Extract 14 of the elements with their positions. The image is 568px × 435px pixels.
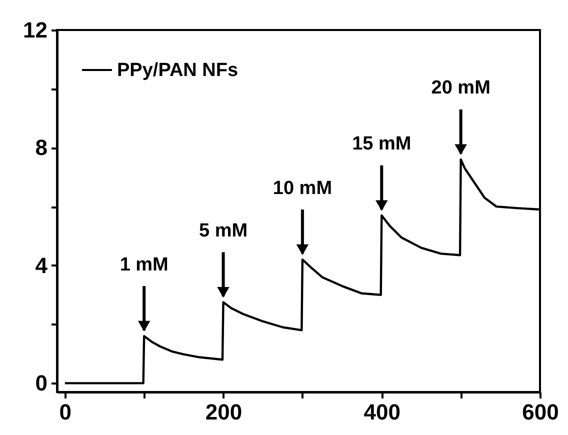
y-tick-label: 12 <box>23 18 48 42</box>
y-tick-label: 8 <box>35 135 48 160</box>
annotation: 15 mM <box>352 134 412 155</box>
annotation: 1 mM <box>120 254 168 276</box>
annotation: 20 mM <box>431 78 490 99</box>
x-tick-label: 0 <box>59 400 72 424</box>
x-tick-label: 400 <box>364 400 400 424</box>
y-tick-label: 0 <box>35 370 48 396</box>
x-tick-label: 200 <box>205 400 242 424</box>
x-tick-label: 600 <box>522 400 559 424</box>
legend-label: PPy/PAN NFs <box>117 60 238 81</box>
y-tick-label: 4 <box>35 252 48 278</box>
annotation: 10 mM <box>272 178 332 199</box>
annotation: 5 mM <box>198 220 248 242</box>
